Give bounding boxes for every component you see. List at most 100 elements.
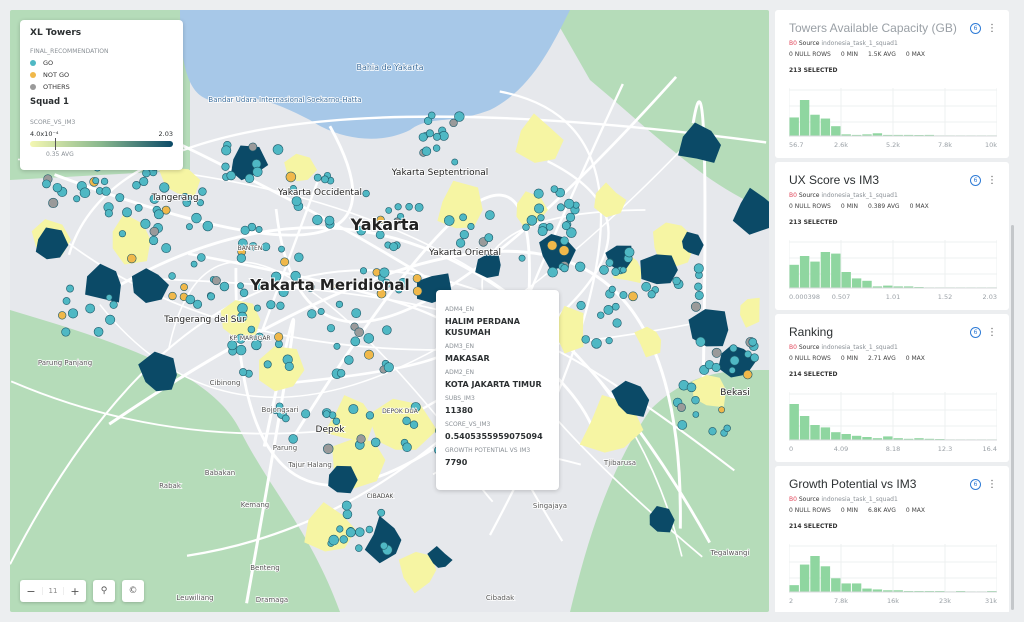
histogram-bar[interactable]	[851, 435, 862, 440]
zone-area[interactable]	[427, 546, 453, 568]
tower-point[interactable]	[261, 242, 271, 252]
tower-point[interactable]	[612, 318, 622, 328]
tower-point[interactable]	[424, 116, 433, 125]
zone-area[interactable]	[328, 465, 358, 494]
tower-point[interactable]	[266, 300, 276, 310]
tower-point[interactable]	[272, 144, 284, 155]
zone-area[interactable]	[640, 254, 678, 285]
tower-point[interactable]	[729, 344, 738, 353]
tower-point[interactable]	[729, 355, 740, 366]
tower-point[interactable]	[410, 402, 421, 413]
tower-point[interactable]	[237, 238, 248, 249]
tower-point[interactable]	[647, 290, 656, 299]
tower-point[interactable]	[354, 327, 364, 338]
more-options-icon[interactable]: ⋮	[987, 478, 997, 490]
histogram-bar[interactable]	[883, 134, 893, 136]
tower-point[interactable]	[451, 158, 459, 166]
tower-point[interactable]	[272, 407, 279, 415]
tower-point[interactable]	[350, 336, 361, 347]
tower-point[interactable]	[395, 286, 403, 294]
tower-point[interactable]	[576, 300, 586, 310]
tower-point[interactable]	[247, 325, 256, 334]
tower-point[interactable]	[248, 142, 258, 152]
tower-point[interactable]	[198, 187, 207, 196]
tower-point[interactable]	[409, 420, 419, 429]
histogram-bar[interactable]	[851, 583, 862, 592]
histogram-bar[interactable]	[872, 133, 883, 136]
tower-point[interactable]	[693, 263, 704, 274]
search-location-button[interactable]: ⚲	[93, 580, 115, 602]
tower-point[interactable]	[235, 344, 247, 356]
tower-point[interactable]	[484, 233, 494, 242]
tower-point[interactable]	[744, 350, 752, 358]
zone-area[interactable]	[740, 297, 760, 328]
histogram-bar[interactable]	[903, 438, 914, 440]
zone-area[interactable]	[539, 234, 576, 270]
tower-point[interactable]	[537, 226, 548, 237]
histogram-bar[interactable]	[872, 589, 883, 592]
layer-badge[interactable]: 6	[970, 175, 981, 186]
zone-area[interactable]	[611, 380, 650, 417]
tower-point[interactable]	[624, 247, 635, 258]
tower-point[interactable]	[559, 236, 569, 246]
tower-point[interactable]	[118, 230, 127, 238]
tower-point[interactable]	[691, 395, 700, 405]
tower-point[interactable]	[271, 271, 282, 282]
tower-point[interactable]	[556, 203, 565, 212]
histogram-chart[interactable]: 0.000398 0.507 1.01 1.52 2.03	[789, 240, 997, 302]
tower-point[interactable]	[694, 290, 704, 300]
tower-point[interactable]	[61, 327, 71, 337]
tower-point[interactable]	[67, 308, 79, 319]
tower-point[interactable]	[695, 336, 706, 347]
tower-point[interactable]	[185, 194, 193, 202]
tower-point[interactable]	[522, 223, 530, 231]
tower-point[interactable]	[561, 221, 571, 231]
tower-point[interactable]	[547, 266, 558, 278]
widgets-panel[interactable]: Towers Available Capacity (GB) 6 ⋮ B0 Sou…	[775, 10, 1013, 612]
histogram-bar[interactable]	[893, 134, 903, 136]
tower-point[interactable]	[619, 291, 628, 300]
tower-point[interactable]	[73, 195, 81, 203]
zone-area[interactable]	[85, 263, 121, 303]
tower-point[interactable]	[363, 333, 374, 344]
tower-point[interactable]	[93, 327, 104, 337]
tower-point[interactable]	[312, 214, 323, 226]
tower-point[interactable]	[282, 414, 290, 423]
tower-point[interactable]	[291, 196, 302, 207]
tower-point[interactable]	[161, 205, 171, 215]
tower-point[interactable]	[550, 185, 559, 193]
tower-point[interactable]	[398, 277, 408, 288]
tower-point[interactable]	[427, 111, 436, 120]
tower-point[interactable]	[307, 309, 317, 319]
histogram-bar[interactable]	[831, 432, 841, 440]
tower-point[interactable]	[58, 311, 67, 320]
zone-area[interactable]	[398, 551, 437, 594]
tower-point[interactable]	[244, 173, 255, 184]
tower-point[interactable]	[104, 209, 113, 218]
tower-point[interactable]	[370, 437, 381, 448]
histogram-bar[interactable]	[789, 404, 799, 440]
tower-point[interactable]	[402, 416, 411, 426]
tower-point[interactable]	[362, 189, 370, 198]
histogram-bar[interactable]	[841, 434, 851, 440]
tower-point[interactable]	[365, 411, 375, 420]
tower-point[interactable]	[345, 527, 356, 538]
tower-point[interactable]	[276, 301, 285, 310]
tower-point[interactable]	[690, 301, 702, 312]
tower-point[interactable]	[237, 311, 248, 322]
tower-point[interactable]	[591, 338, 602, 349]
tower-point[interactable]	[605, 337, 613, 345]
tower-point[interactable]	[196, 199, 204, 207]
tower-point[interactable]	[575, 261, 586, 272]
tower-point[interactable]	[328, 283, 336, 290]
tower-point[interactable]	[263, 360, 272, 369]
histogram-bar[interactable]	[810, 556, 820, 592]
tower-point[interactable]	[433, 132, 441, 141]
tower-point[interactable]	[432, 144, 441, 152]
histogram-bar[interactable]	[810, 114, 820, 136]
tower-point[interactable]	[444, 215, 455, 226]
tower-point[interactable]	[328, 411, 337, 419]
histogram-bar[interactable]	[810, 261, 820, 288]
histogram-bar[interactable]	[820, 118, 831, 136]
tower-point[interactable]	[455, 238, 466, 248]
